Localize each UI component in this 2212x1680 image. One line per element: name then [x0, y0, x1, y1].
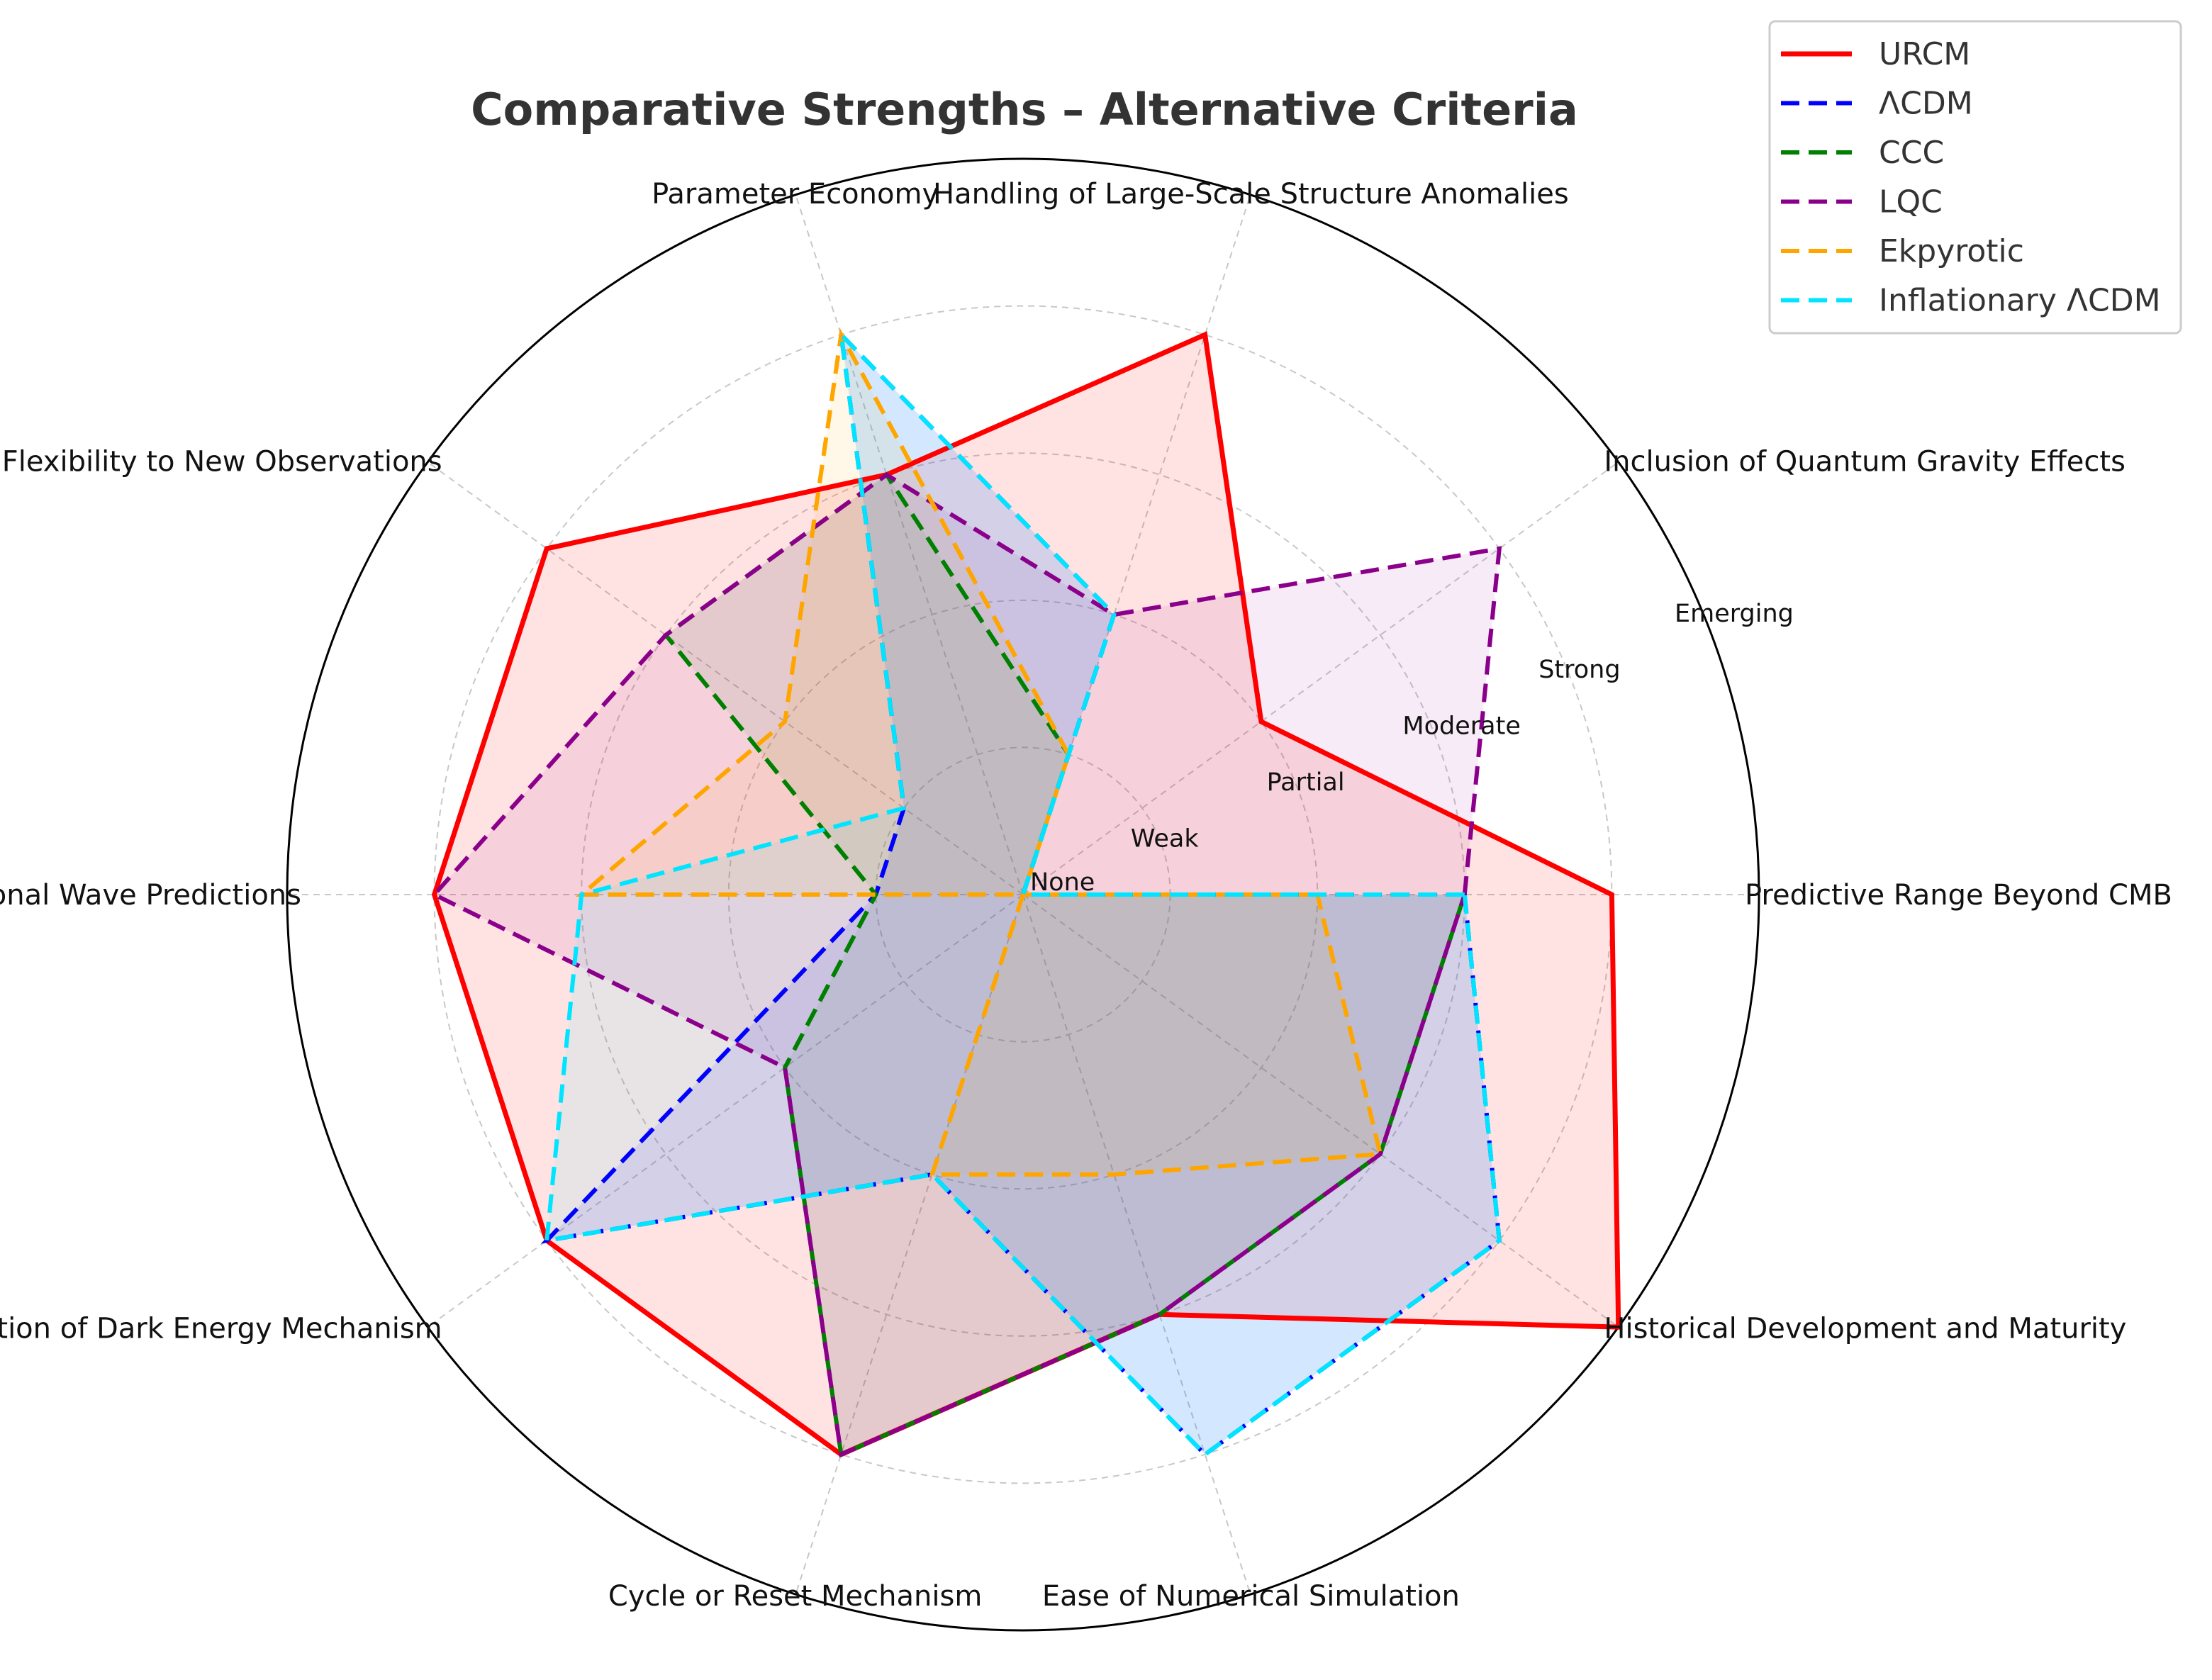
ring-label: None	[1030, 868, 1095, 897]
grid-spoke	[795, 894, 1024, 1595]
legend-label: ΛCDM	[1879, 86, 1973, 122]
grid-spoke	[427, 894, 1024, 1328]
grid-spoke	[1022, 894, 1251, 1595]
legend-label: LQC	[1879, 184, 1943, 220]
series-lines	[430, 327, 1621, 1458]
grid-spoke	[1022, 894, 1619, 1328]
legend-label: URCM	[1879, 36, 1970, 72]
series-line-inflationary-cdm	[544, 328, 1502, 1457]
grid-spoke	[427, 461, 1024, 895]
axis-label: Ease of Numerical Simulation	[1042, 1580, 1460, 1613]
ring-label: Moderate	[1402, 712, 1520, 741]
ring-label: Weak	[1131, 825, 1200, 853]
axis-labels: Predictive Range Beyond CMB Inclusion of …	[0, 178, 2172, 1613]
legend-items: URCM ΛCDM CCC LQC Ekpyrotic Inflationary ΛCDM	[1781, 36, 2161, 319]
axis-label: Flexibility to New Observations	[2, 446, 442, 478]
legend: URCM ΛCDM CCC LQC Ekpyrotic Inflationary ΛCDM	[1768, 20, 2182, 335]
legend-label: Inflationary ΛCDM	[1879, 283, 2161, 319]
axis-label: Incorporation of Dark Energy Mechanism	[0, 1312, 442, 1345]
series-fill-ekpyrotic	[581, 335, 1380, 1175]
legend-label: Ekpyrotic	[1879, 233, 2024, 269]
axis-label: Gravitational Wave Predictions	[0, 879, 301, 912]
axis-label: Handling of Large-Scale Structure Anomal…	[933, 178, 1569, 211]
series-fill-lqc	[434, 474, 1499, 1455]
legend-label: CCC	[1879, 135, 1944, 171]
axis-label: Parameter Economy	[652, 178, 939, 211]
grid-spoke	[1022, 461, 1619, 895]
grid-spoke	[795, 194, 1024, 895]
ring-label: Emerging	[1675, 600, 1794, 628]
series-line-lqc	[430, 472, 1502, 1458]
series-line-urcm	[431, 331, 1621, 1457]
ring-label: Partial	[1267, 768, 1345, 797]
axis-label: Cycle or Reset Mechanism	[608, 1580, 982, 1613]
chart-title: Comparative Strengths – Alternative Crit…	[471, 84, 1578, 135]
axis-label: Historical Development and Maturity	[1604, 1312, 2126, 1345]
ring-label: Strong	[1538, 656, 1620, 684]
axis-label: Inclusion of Quantum Gravity Effects	[1604, 446, 2126, 478]
series-fill-ccc	[666, 474, 1465, 1455]
grid-spoke	[1022, 194, 1251, 895]
outer-frame	[286, 157, 1760, 1632]
ring-labels: None Weak Partial Moderate Strong Emerging	[1030, 600, 1794, 897]
legend-frame	[1768, 20, 2182, 335]
axis-label: Predictive Range Beyond CMB	[1745, 879, 2172, 912]
